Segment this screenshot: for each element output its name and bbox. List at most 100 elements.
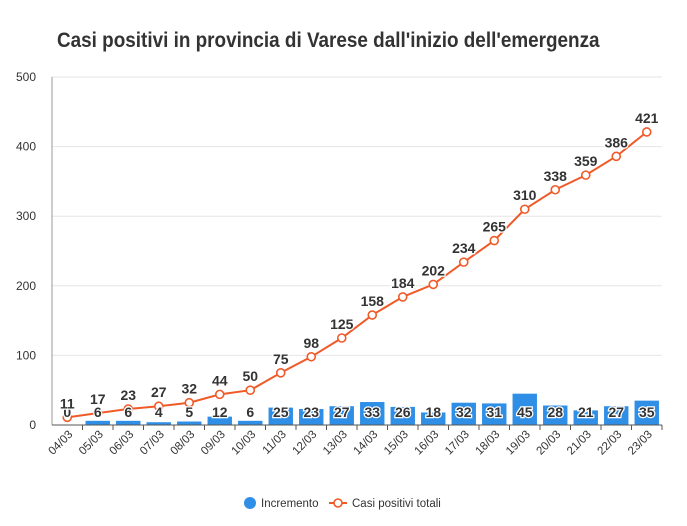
line-point bbox=[367, 310, 378, 320]
x-tick-label: 10/03 bbox=[230, 429, 259, 458]
x-tick-label: 12/03 bbox=[291, 429, 320, 458]
bar-data-label: 33 bbox=[364, 404, 380, 420]
line-data-label: 359 bbox=[574, 153, 598, 169]
y-tick-label: 300 bbox=[16, 209, 36, 223]
bar-data-label: 45 bbox=[517, 404, 533, 420]
legend-item-casi-totali[interactable]: Casi positivi totali bbox=[329, 498, 441, 510]
line-point bbox=[641, 127, 652, 137]
bar-data-label: 35 bbox=[639, 404, 655, 420]
line-data-label: 44 bbox=[212, 372, 228, 388]
x-tick-label: 05/03 bbox=[77, 429, 106, 458]
x-tick-label: 04/03 bbox=[47, 429, 76, 458]
bar-data-label: 25 bbox=[273, 404, 289, 420]
line-data-label: 98 bbox=[303, 335, 319, 351]
line-point bbox=[184, 397, 195, 408]
bar-data-label: 6 bbox=[94, 404, 102, 420]
line-data-label: 386 bbox=[605, 134, 629, 150]
x-axis: 04/03 05/03 06/03 07/03 08/03 09/03 10/03 11/03… bbox=[47, 424, 663, 458]
line-data-label: 17 bbox=[90, 391, 106, 407]
y-tick-label: 500 bbox=[16, 70, 36, 84]
line-point bbox=[275, 367, 286, 378]
line-point bbox=[153, 401, 164, 412]
line-point bbox=[550, 184, 561, 195]
line-data-label: 11 bbox=[60, 395, 75, 411]
x-tick-label: 07/03 bbox=[138, 429, 167, 458]
bar bbox=[116, 420, 141, 425]
legend-label: Casi positivi totali bbox=[352, 498, 441, 510]
line-point bbox=[489, 235, 500, 246]
line-point bbox=[611, 151, 622, 162]
line-data-label: 234 bbox=[452, 240, 476, 256]
line-point bbox=[123, 404, 134, 414]
bar-series-incremento bbox=[85, 393, 659, 425]
grid-lines bbox=[52, 76, 662, 356]
bar-data-label: 4 bbox=[155, 404, 163, 420]
bar-data-label: 6 bbox=[246, 404, 254, 420]
bar bbox=[177, 421, 202, 425]
bar bbox=[512, 393, 537, 425]
bar bbox=[451, 402, 476, 425]
bar-data-label: 32 bbox=[456, 404, 472, 420]
line-point bbox=[306, 351, 317, 362]
x-tick-label: 23/03 bbox=[626, 429, 655, 458]
y-tick-label: 100 bbox=[16, 348, 36, 362]
line-point bbox=[397, 292, 408, 302]
line-data-label: 184 bbox=[391, 275, 415, 291]
line-data-label: 23 bbox=[120, 387, 136, 403]
bar-data-label: 5 bbox=[185, 404, 193, 420]
line-point bbox=[62, 412, 73, 423]
bar-data-label: 23 bbox=[303, 404, 319, 420]
legend-label: Incremento bbox=[261, 498, 319, 510]
bar bbox=[421, 412, 446, 425]
line-data-label: 27 bbox=[151, 384, 167, 400]
line-series-casi-totali bbox=[62, 127, 652, 423]
line-point bbox=[245, 385, 256, 396]
line-data-label: 158 bbox=[361, 293, 385, 309]
bar bbox=[207, 416, 232, 425]
line-point bbox=[336, 333, 347, 343]
x-tick-label: 08/03 bbox=[169, 429, 198, 458]
line-data-label: 310 bbox=[513, 187, 537, 203]
bar-data-label: 12 bbox=[212, 404, 228, 420]
bar-data-label: 0 bbox=[63, 404, 71, 420]
bar bbox=[482, 403, 507, 425]
bar-data-label: 28 bbox=[547, 404, 563, 420]
y-axis: 0 100 200 300 400 500 bbox=[16, 70, 53, 432]
x-tick-label: 19/03 bbox=[504, 429, 533, 458]
bar bbox=[268, 407, 293, 425]
bar-data-label: 18 bbox=[425, 404, 441, 420]
line-point bbox=[214, 389, 225, 400]
bar bbox=[329, 406, 354, 425]
chart-title: Casi positivi in provincia di Varese dal… bbox=[57, 29, 600, 52]
x-tick-label: 18/03 bbox=[474, 429, 503, 458]
line-data-label: 125 bbox=[330, 316, 354, 332]
bar bbox=[543, 405, 568, 425]
x-tick-label: 06/03 bbox=[108, 429, 137, 458]
legend-marker-bar bbox=[244, 497, 256, 509]
bar bbox=[390, 406, 415, 425]
line-point bbox=[519, 204, 530, 215]
bar-data-label: 27 bbox=[334, 404, 350, 420]
x-tick-label: 20/03 bbox=[535, 429, 564, 458]
legend-item-incremento[interactable]: Incremento bbox=[244, 497, 319, 510]
legend[interactable]: Incremento Casi positivi totali bbox=[244, 497, 441, 510]
x-tick-label: 13/03 bbox=[321, 429, 350, 458]
x-tick-label: 15/03 bbox=[382, 429, 411, 458]
series-line bbox=[67, 131, 648, 419]
x-tick-label: 11/03 bbox=[261, 429, 289, 457]
line-data-label: 421 bbox=[635, 110, 659, 126]
bar bbox=[238, 420, 263, 425]
bar bbox=[360, 402, 385, 425]
line-data-label: 202 bbox=[422, 262, 446, 278]
x-tick-label: 17/03 bbox=[443, 429, 472, 458]
x-tick-label: 16/03 bbox=[413, 429, 442, 458]
bar bbox=[146, 422, 171, 425]
x-tick-label: 22/03 bbox=[596, 429, 625, 458]
line-data-label: 32 bbox=[181, 381, 197, 397]
x-tick-label: 21/03 bbox=[565, 429, 594, 458]
line-data-label: 338 bbox=[544, 168, 568, 184]
line-data-label: 75 bbox=[273, 351, 289, 367]
x-tick-label: 09/03 bbox=[199, 429, 228, 458]
bar-data-label: 27 bbox=[608, 404, 624, 420]
